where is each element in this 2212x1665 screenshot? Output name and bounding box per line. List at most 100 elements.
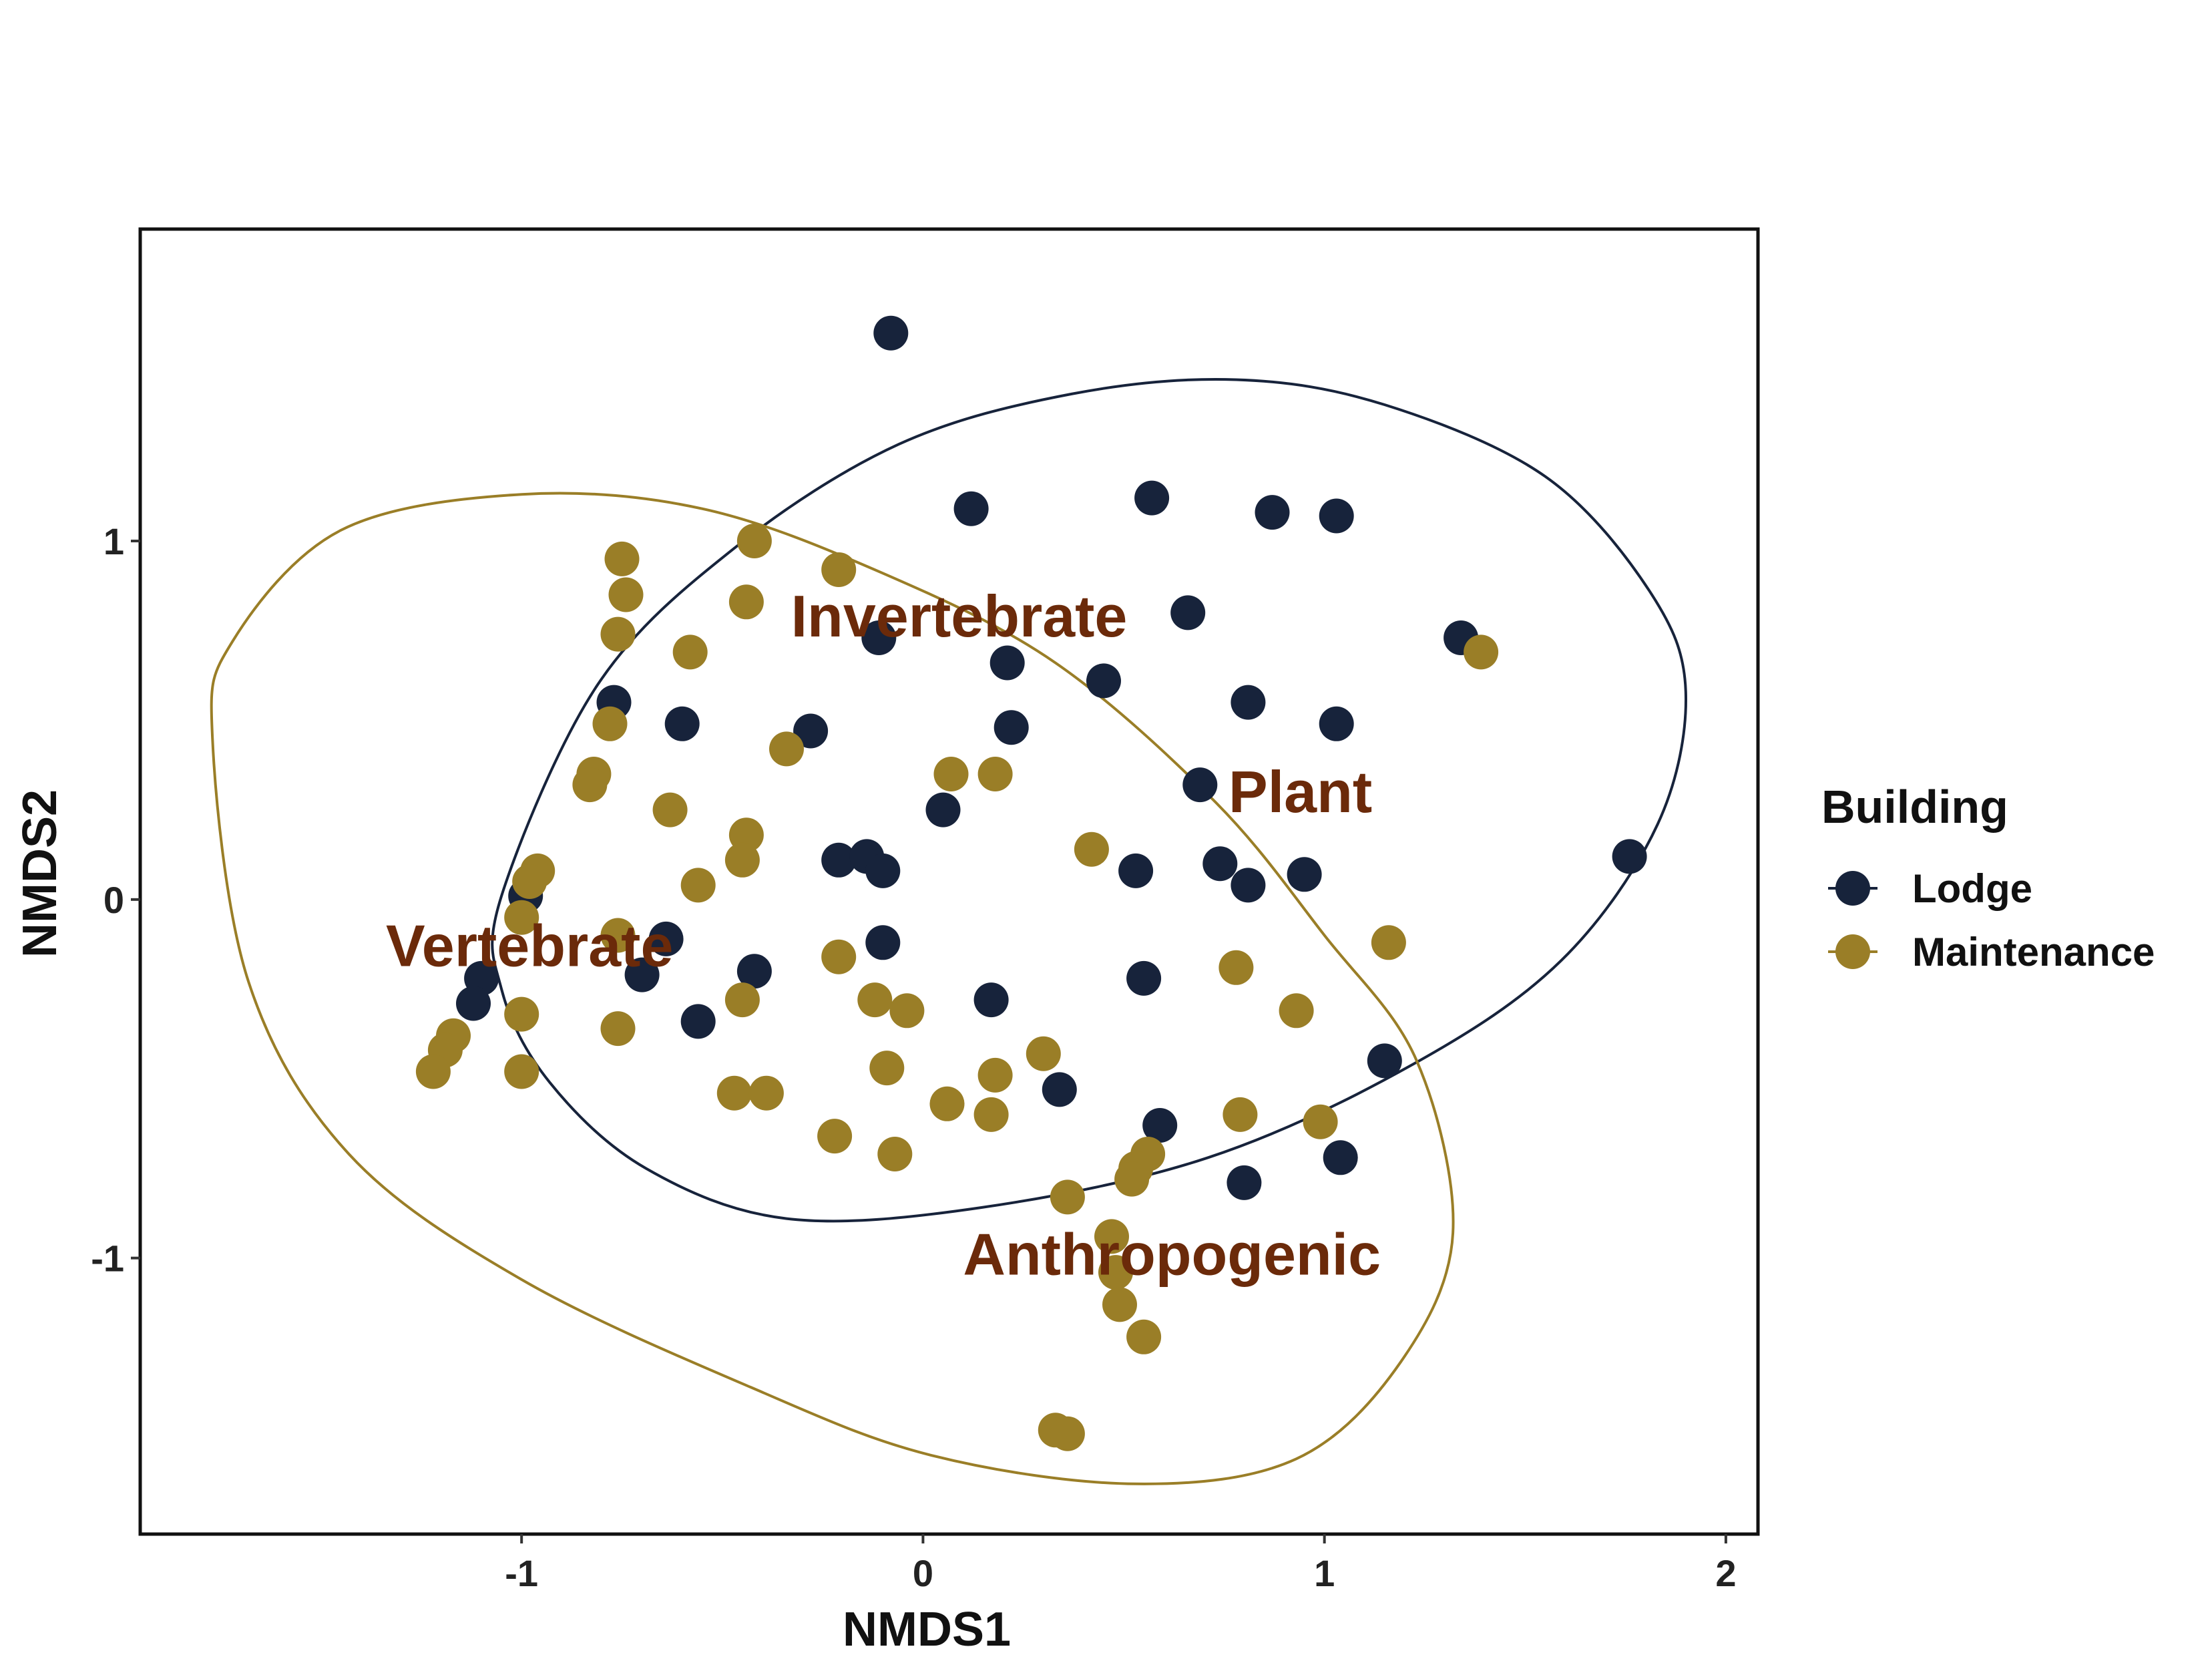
data-point-lodge	[1231, 868, 1266, 903]
data-point-lodge	[1227, 1165, 1262, 1200]
data-point-lodge	[953, 491, 989, 526]
data-point-lodge	[1142, 1108, 1178, 1143]
data-point-lodge	[1319, 706, 1354, 741]
data-point-maintenance	[592, 706, 628, 741]
data-point-maintenance	[1126, 1319, 1162, 1354]
legend-key-point	[1835, 871, 1870, 906]
data-point-lodge	[873, 315, 909, 351]
data-point-maintenance	[504, 900, 539, 935]
confidence-ellipses	[210, 377, 1687, 1485]
legend-title: Building	[1821, 781, 2008, 833]
y-tick-label: 1	[103, 520, 124, 562]
data-point-maintenance	[973, 1097, 1009, 1132]
data-point-maintenance	[652, 792, 688, 827]
annotation-vertebrate: Vertebrate	[386, 913, 673, 979]
data-point-lodge	[1126, 960, 1162, 996]
data-point-lodge	[680, 1004, 716, 1039]
annotation-plant: Plant	[1229, 759, 1372, 825]
x-tick-label: 0	[913, 1552, 933, 1594]
data-point-maintenance	[1223, 1097, 1258, 1132]
data-point-maintenance	[600, 616, 636, 652]
data-point-maintenance	[1303, 1104, 1338, 1139]
data-point-maintenance	[1279, 993, 1314, 1029]
legend-item-lodge: Lodge	[1828, 866, 2032, 911]
data-point-lodge	[865, 925, 901, 960]
annotation-anthropogenic: Anthropogenic	[963, 1221, 1381, 1287]
series-maintenance	[415, 524, 1499, 1451]
data-point-maintenance	[929, 1086, 965, 1121]
data-point-maintenance	[608, 577, 644, 612]
data-point-lodge	[456, 986, 491, 1021]
data-point-maintenance	[1050, 1179, 1085, 1215]
data-point-maintenance	[821, 939, 857, 974]
data-point-lodge	[1170, 595, 1206, 630]
data-point-maintenance	[736, 524, 772, 558]
data-point-maintenance	[1464, 634, 1499, 670]
data-point-lodge	[736, 954, 772, 989]
y-axis-title: NMDS2	[13, 789, 67, 958]
data-point-maintenance	[877, 1137, 913, 1171]
data-point-maintenance	[600, 918, 636, 953]
data-point-maintenance	[857, 982, 893, 1018]
data-point-maintenance	[415, 1054, 451, 1089]
data-point-maintenance	[933, 757, 969, 791]
y-tick-label: 0	[103, 879, 124, 921]
data-point-maintenance	[724, 982, 760, 1018]
data-point-maintenance	[821, 552, 857, 587]
data-point-lodge	[648, 921, 684, 956]
data-point-lodge	[865, 853, 901, 888]
data-point-lodge	[1287, 857, 1322, 892]
data-point-lodge	[1231, 685, 1266, 720]
data-points	[415, 315, 1647, 1451]
data-point-maintenance	[680, 868, 716, 903]
data-point-maintenance	[572, 767, 608, 803]
y-axis: -1 0 1	[91, 520, 140, 1280]
data-point-maintenance	[977, 1057, 1013, 1093]
data-point-lodge	[925, 792, 961, 827]
data-point-maintenance	[1026, 1036, 1061, 1071]
x-axis-title: NMDS1	[843, 1603, 1011, 1656]
data-point-maintenance	[512, 864, 547, 899]
data-point-maintenance	[672, 634, 708, 670]
data-point-maintenance	[604, 541, 640, 576]
plot-panel-border	[138, 227, 1760, 1536]
data-point-maintenance	[1074, 831, 1109, 867]
data-point-lodge	[1202, 846, 1238, 882]
data-point-maintenance	[1094, 1219, 1129, 1254]
x-tick-label: 1	[1314, 1552, 1335, 1594]
data-point-lodge	[1612, 839, 1647, 874]
data-point-lodge	[1255, 495, 1290, 530]
data-point-lodge	[1086, 663, 1121, 699]
data-point-maintenance	[1219, 950, 1254, 985]
data-point-maintenance	[769, 731, 804, 767]
data-point-lodge	[821, 842, 857, 878]
ellipse-maintenance	[210, 492, 1455, 1485]
data-point-maintenance	[889, 993, 925, 1029]
data-point-maintenance	[728, 584, 764, 620]
data-point-lodge	[993, 710, 1029, 745]
data-point-lodge	[1319, 498, 1354, 534]
data-point-maintenance	[504, 996, 539, 1032]
data-point-lodge	[861, 620, 897, 655]
data-point-maintenance	[869, 1051, 905, 1086]
data-point-lodge	[973, 982, 1009, 1018]
x-tick-label: -1	[505, 1552, 538, 1594]
y-tick-label: -1	[91, 1238, 124, 1280]
legend-label: Maintenance	[1912, 930, 2155, 974]
data-point-lodge	[1118, 853, 1154, 888]
data-point-lodge	[1042, 1072, 1077, 1107]
data-point-lodge	[624, 957, 660, 992]
data-point-maintenance	[817, 1119, 853, 1154]
data-point-lodge	[989, 645, 1025, 681]
data-point-maintenance	[977, 757, 1013, 791]
data-point-maintenance	[748, 1075, 784, 1111]
data-point-maintenance	[716, 1075, 752, 1111]
data-point-maintenance	[1102, 1287, 1137, 1322]
annotation-invertebrate: Invertebrate	[791, 583, 1128, 649]
data-point-lodge	[793, 713, 829, 749]
data-point-maintenance	[1098, 1255, 1133, 1290]
legend-key-point	[1835, 934, 1870, 969]
data-point-lodge	[1367, 1043, 1402, 1079]
